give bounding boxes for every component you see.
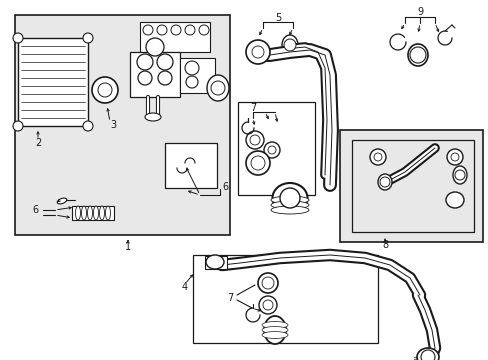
- Text: 5: 5: [274, 13, 281, 23]
- Bar: [204, 256, 226, 269]
- Circle shape: [158, 71, 172, 85]
- Circle shape: [379, 177, 389, 187]
- Ellipse shape: [445, 192, 463, 208]
- Circle shape: [373, 153, 381, 161]
- Ellipse shape: [272, 183, 307, 213]
- Text: 8: 8: [381, 240, 387, 250]
- Text: 9: 9: [416, 7, 422, 17]
- Bar: [15, 15, 229, 235]
- Circle shape: [249, 135, 260, 145]
- Text: 1: 1: [124, 242, 131, 252]
- Circle shape: [185, 76, 198, 88]
- Text: 6: 6: [222, 182, 227, 192]
- Text: 4: 4: [182, 282, 188, 292]
- Circle shape: [262, 277, 273, 289]
- Bar: [164, 143, 217, 188]
- Circle shape: [98, 83, 112, 97]
- Ellipse shape: [81, 206, 86, 220]
- Ellipse shape: [57, 198, 67, 204]
- Circle shape: [267, 146, 275, 154]
- Bar: [130, 52, 180, 97]
- Circle shape: [369, 149, 385, 165]
- Circle shape: [137, 54, 153, 70]
- Ellipse shape: [145, 113, 161, 121]
- Text: 7: 7: [226, 293, 233, 303]
- Circle shape: [171, 25, 181, 35]
- Circle shape: [284, 39, 295, 51]
- Ellipse shape: [262, 321, 287, 328]
- Bar: [72, 206, 114, 220]
- Ellipse shape: [205, 255, 224, 269]
- Circle shape: [245, 131, 264, 149]
- Circle shape: [13, 33, 23, 43]
- Circle shape: [83, 121, 93, 131]
- Circle shape: [454, 170, 464, 180]
- Ellipse shape: [377, 174, 391, 190]
- Circle shape: [280, 188, 299, 208]
- Circle shape: [157, 54, 173, 70]
- Circle shape: [259, 296, 276, 314]
- Ellipse shape: [93, 206, 98, 220]
- Ellipse shape: [407, 44, 427, 66]
- Circle shape: [138, 71, 152, 85]
- Ellipse shape: [282, 35, 297, 55]
- Circle shape: [251, 46, 264, 58]
- Bar: [140, 22, 209, 52]
- Circle shape: [157, 25, 167, 35]
- Circle shape: [446, 149, 462, 165]
- Ellipse shape: [416, 348, 438, 360]
- Circle shape: [13, 121, 23, 131]
- Ellipse shape: [262, 327, 287, 333]
- Circle shape: [142, 25, 153, 35]
- Circle shape: [83, 33, 93, 43]
- Circle shape: [450, 153, 458, 161]
- Bar: [351, 140, 473, 232]
- Bar: [238, 102, 314, 195]
- Ellipse shape: [99, 206, 104, 220]
- Ellipse shape: [87, 206, 92, 220]
- Text: 3: 3: [110, 120, 116, 130]
- Circle shape: [409, 47, 425, 63]
- Ellipse shape: [75, 206, 81, 220]
- Circle shape: [146, 38, 163, 56]
- Text: 6: 6: [32, 205, 38, 215]
- Circle shape: [258, 273, 278, 293]
- Circle shape: [92, 77, 118, 103]
- Bar: [193, 255, 377, 343]
- Bar: [18, 38, 88, 126]
- Ellipse shape: [270, 196, 308, 204]
- Circle shape: [250, 156, 264, 170]
- Text: 2: 2: [35, 138, 41, 148]
- Circle shape: [184, 25, 195, 35]
- Circle shape: [184, 61, 199, 75]
- Ellipse shape: [206, 75, 228, 101]
- Circle shape: [266, 322, 283, 338]
- Circle shape: [249, 44, 265, 60]
- Ellipse shape: [264, 316, 285, 344]
- Ellipse shape: [270, 206, 308, 214]
- Circle shape: [420, 350, 434, 360]
- Ellipse shape: [105, 206, 110, 220]
- Circle shape: [245, 40, 269, 64]
- Circle shape: [210, 81, 224, 95]
- Ellipse shape: [270, 201, 308, 209]
- Circle shape: [245, 151, 269, 175]
- Circle shape: [263, 300, 272, 310]
- Bar: [339, 130, 482, 242]
- Circle shape: [199, 25, 208, 35]
- Text: 7: 7: [249, 103, 256, 113]
- Circle shape: [264, 142, 280, 158]
- Ellipse shape: [452, 166, 466, 184]
- Bar: [180, 58, 215, 93]
- Ellipse shape: [262, 332, 287, 338]
- Ellipse shape: [248, 41, 266, 63]
